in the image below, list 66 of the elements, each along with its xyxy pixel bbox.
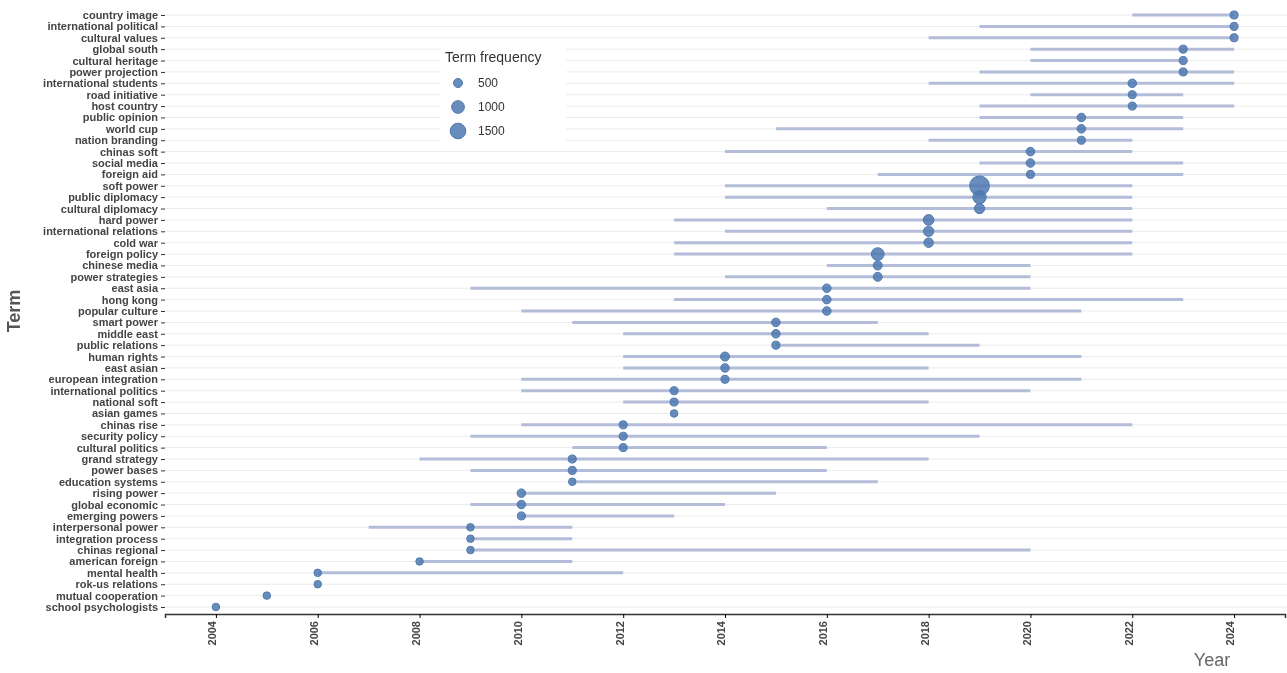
x-tick-label: 2022 bbox=[1122, 621, 1135, 646]
y-axis-title: Term bbox=[4, 289, 24, 333]
y-tick-label: education systems bbox=[58, 475, 158, 488]
x-tick-label: 2010 bbox=[511, 621, 524, 646]
x-tick-label: 2024 bbox=[1224, 620, 1237, 646]
y-tick-label: asian games bbox=[91, 407, 158, 420]
y-tick-label: public opinion bbox=[82, 111, 159, 124]
y-tick-label: country image bbox=[82, 9, 158, 22]
x-tick-label: 2004 bbox=[206, 620, 219, 646]
x-tick-label: 2006 bbox=[308, 621, 321, 646]
x-tick-label: 2008 bbox=[409, 621, 422, 646]
y-tick-label: mutual cooperation bbox=[55, 589, 159, 602]
y-tick-label: public diplomacy bbox=[68, 191, 159, 204]
y-tick-label: international politics bbox=[50, 384, 158, 397]
y-tick-label: popular culture bbox=[77, 305, 158, 318]
y-tick-label: east asia bbox=[111, 282, 159, 295]
y-tick-label: american foreign bbox=[69, 555, 159, 568]
x-axis-title: Year bbox=[1193, 650, 1231, 670]
y-tick-label: cultural politics bbox=[76, 441, 158, 454]
y-tick-label: global south bbox=[92, 43, 159, 56]
y-tick-label: public relations bbox=[76, 339, 158, 352]
y-tick-label: security policy bbox=[80, 430, 159, 443]
y-tick-label: hong kong bbox=[101, 293, 158, 306]
y-tick-label: host country bbox=[91, 100, 159, 113]
x-tick-label: 2014 bbox=[715, 620, 728, 646]
y-tick-label: foreign policy bbox=[85, 248, 159, 261]
legend-title: Term frequency bbox=[445, 49, 542, 65]
y-tick-label: social media bbox=[91, 157, 159, 170]
y-tick-label: chinas regional bbox=[77, 544, 158, 557]
y-tick-label: nation branding bbox=[74, 134, 158, 147]
y-tick-label: power strategies bbox=[70, 270, 158, 283]
x-tick-label: 2012 bbox=[613, 621, 626, 646]
y-tick-label: cultural values bbox=[80, 31, 158, 44]
y-tick-label: soft power bbox=[102, 179, 159, 192]
y-tick-label: rising power bbox=[92, 487, 159, 500]
y-tick-label: cultural heritage bbox=[72, 54, 158, 67]
y-tick-label: smart power bbox=[92, 316, 159, 329]
y-tick-label: human rights bbox=[88, 350, 158, 363]
y-tick-label: national soft bbox=[92, 396, 159, 409]
x-tick-label: 2020 bbox=[1020, 621, 1033, 646]
y-tick-label: international relations bbox=[43, 225, 158, 238]
y-tick-label: power bases bbox=[91, 464, 158, 477]
y-tick-label: rok-us relations bbox=[75, 578, 158, 591]
y-tick-label: road initiative bbox=[86, 88, 158, 101]
y-tick-label: interpersonal power bbox=[52, 521, 159, 534]
x-tick-label: 2018 bbox=[918, 621, 931, 646]
y-tick-label: foreign aid bbox=[101, 168, 158, 181]
y-tick-label: cultural diplomacy bbox=[60, 202, 159, 215]
legend-label: 1500 bbox=[478, 124, 506, 138]
y-tick-label: chinas rise bbox=[100, 418, 158, 431]
y-tick-label: global economic bbox=[71, 498, 158, 511]
y-tick-label: cold war bbox=[113, 236, 159, 249]
y-tick-label: international political bbox=[47, 20, 158, 33]
y-tick-label: grand strategy bbox=[81, 453, 159, 466]
y-tick-label: european integration bbox=[48, 373, 159, 386]
legend-label: 1000 bbox=[478, 100, 506, 114]
y-tick-label: chinese media bbox=[82, 259, 159, 272]
y-tick-label: integration process bbox=[55, 532, 158, 545]
y-tick-label: mental health bbox=[87, 566, 159, 579]
legend-label: 500 bbox=[478, 76, 499, 90]
y-tick-label: international students bbox=[43, 77, 158, 90]
y-tick-label: middle east bbox=[97, 327, 159, 340]
y-tick-label: chinas soft bbox=[99, 145, 159, 158]
y-tick-label: world cup bbox=[105, 122, 159, 135]
y-tick-label: school psychologists bbox=[45, 601, 158, 614]
x-tick-label: 2016 bbox=[817, 621, 830, 646]
